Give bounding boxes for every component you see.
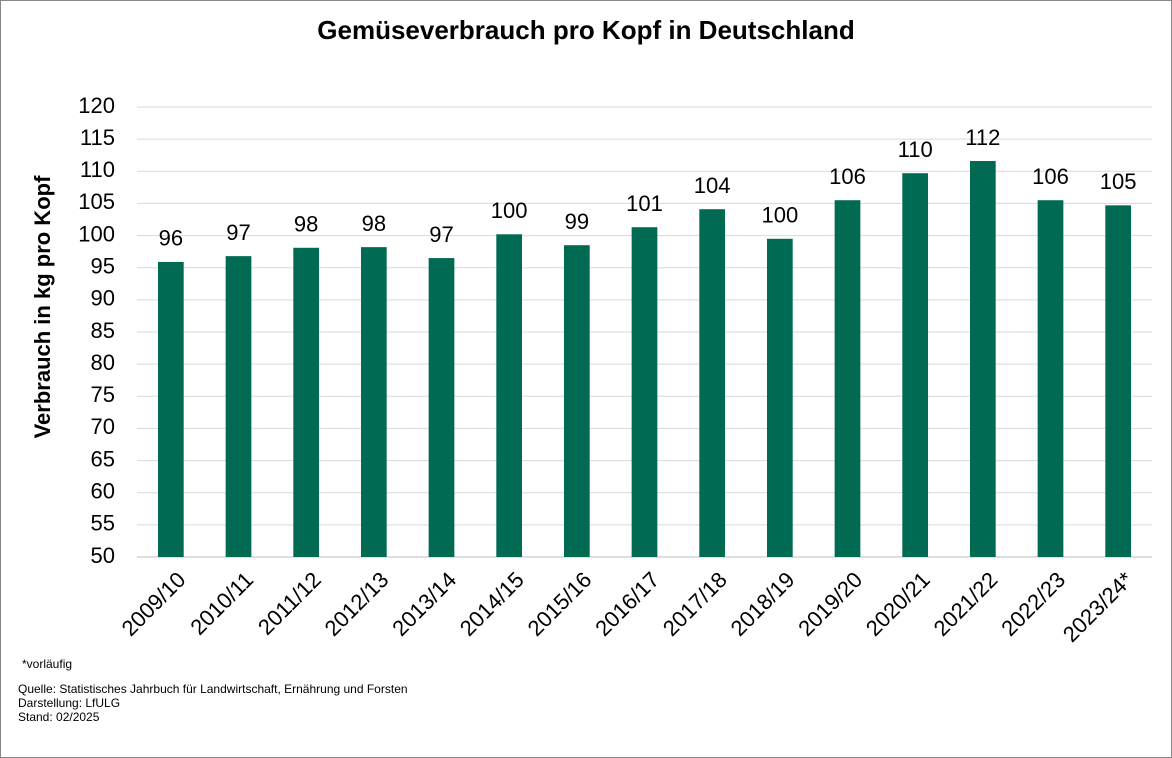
y-tick-label: 90 (91, 286, 115, 311)
y-tick-label: 65 (91, 446, 115, 471)
y-tick-label: 70 (91, 414, 115, 439)
value-label: 97 (226, 220, 250, 245)
y-tick-label: 95 (91, 254, 115, 279)
y-tick-label: 100 (78, 221, 115, 246)
chart-title: Gemüseverbrauch pro Kopf in Deutschland (317, 15, 854, 45)
value-label: 96 (159, 226, 183, 251)
value-label: 100 (491, 198, 528, 223)
bar (969, 161, 996, 557)
value-label: 106 (829, 164, 866, 189)
value-label: 99 (565, 209, 589, 234)
bar (428, 258, 455, 557)
y-tick-label: 80 (91, 350, 115, 375)
footnote: Stand: 02/2025 (18, 710, 100, 724)
value-label: 110 (898, 137, 933, 162)
footnote: Quelle: Statistisches Jahrbuch für Landw… (18, 682, 408, 696)
value-label: 101 (626, 191, 663, 216)
bar (699, 209, 726, 557)
y-tick-label: 120 (78, 93, 115, 118)
y-axis-label: Verbrauch in kg pro Kopf (30, 175, 55, 438)
bar (1037, 200, 1064, 557)
bar (1105, 205, 1132, 557)
y-tick-label: 55 (91, 511, 115, 536)
y-tick-label: 75 (91, 382, 115, 407)
bar (766, 238, 793, 558)
bar (293, 247, 320, 558)
value-label: 104 (694, 173, 731, 198)
bar (157, 261, 184, 557)
bar (496, 234, 523, 558)
bar (360, 247, 387, 557)
footnote: *vorläufig (22, 657, 72, 671)
value-label: 106 (1032, 164, 1069, 189)
value-label: 98 (294, 212, 318, 237)
value-label: 112 (965, 125, 1000, 150)
footnote: Darstellung: LfULG (18, 696, 120, 710)
value-label: 98 (362, 211, 386, 236)
value-label: 97 (429, 222, 453, 247)
y-tick-label: 115 (80, 125, 115, 150)
bar (225, 256, 252, 557)
bar (563, 245, 590, 557)
y-tick-label: 105 (78, 189, 115, 214)
y-tick-label: 50 (91, 543, 115, 568)
bar (902, 173, 929, 557)
y-tick-label: 110 (80, 157, 115, 182)
bar (631, 227, 658, 557)
value-label: 105 (1100, 169, 1137, 194)
y-tick-label: 60 (91, 479, 115, 504)
y-tick-label: 85 (91, 318, 115, 343)
value-label: 100 (761, 203, 798, 228)
bar (834, 200, 861, 557)
